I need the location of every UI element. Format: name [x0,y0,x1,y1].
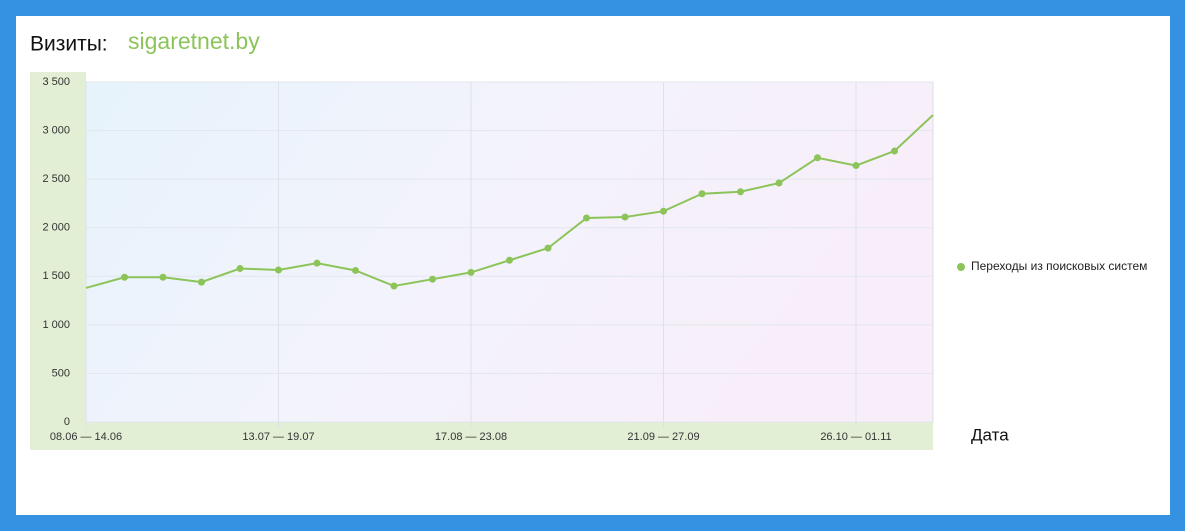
data-point [544,244,552,252]
y-band [30,72,86,450]
data-point [737,188,744,196]
chart-title: Визиты: [30,33,108,56]
data-point [236,265,244,273]
data-point [660,207,667,215]
y-tick-label: 1 000 [42,319,70,331]
y-tick-label: 0 [64,416,70,428]
data-point [121,273,128,281]
data-point [429,275,436,283]
legend-marker [957,263,965,271]
data-point [390,282,398,290]
y-tick-label: 500 [52,367,70,379]
y-tick-label: 1 500 [42,270,70,282]
y-tick-label: 3 500 [42,76,70,88]
data-point [198,278,205,286]
y-tick-label: 3 000 [42,124,70,136]
x-tick-label: 13.07 — 19.07 [242,431,314,443]
data-point [506,256,513,264]
data-point [814,154,821,162]
x-band [30,422,933,450]
data-point [891,147,898,155]
data-point [313,259,321,267]
chart-subtitle: sigaretnet.by [128,28,260,54]
data-point [775,179,783,187]
y-tick-label: 2 500 [42,173,70,185]
y-tick-label: 2 000 [42,222,70,234]
data-point [467,268,475,276]
x-axis-label: Дата [971,425,1009,444]
data-point [698,190,706,198]
x-tick-label: 17.08 — 23.08 [435,431,507,443]
data-point [621,213,629,221]
data-point [352,266,359,274]
plot-area [85,81,934,423]
data-point [583,214,590,222]
x-tick-label: 08.06 — 14.06 [50,431,122,443]
legend-label: Переходы из поисковых систем [971,259,1147,273]
data-point [159,273,167,281]
x-tick-label: 26.10 — 01.11 [820,431,891,443]
data-point [852,162,860,170]
data-point [275,266,282,274]
x-tick-label: 21.09 — 27.09 [627,431,699,443]
